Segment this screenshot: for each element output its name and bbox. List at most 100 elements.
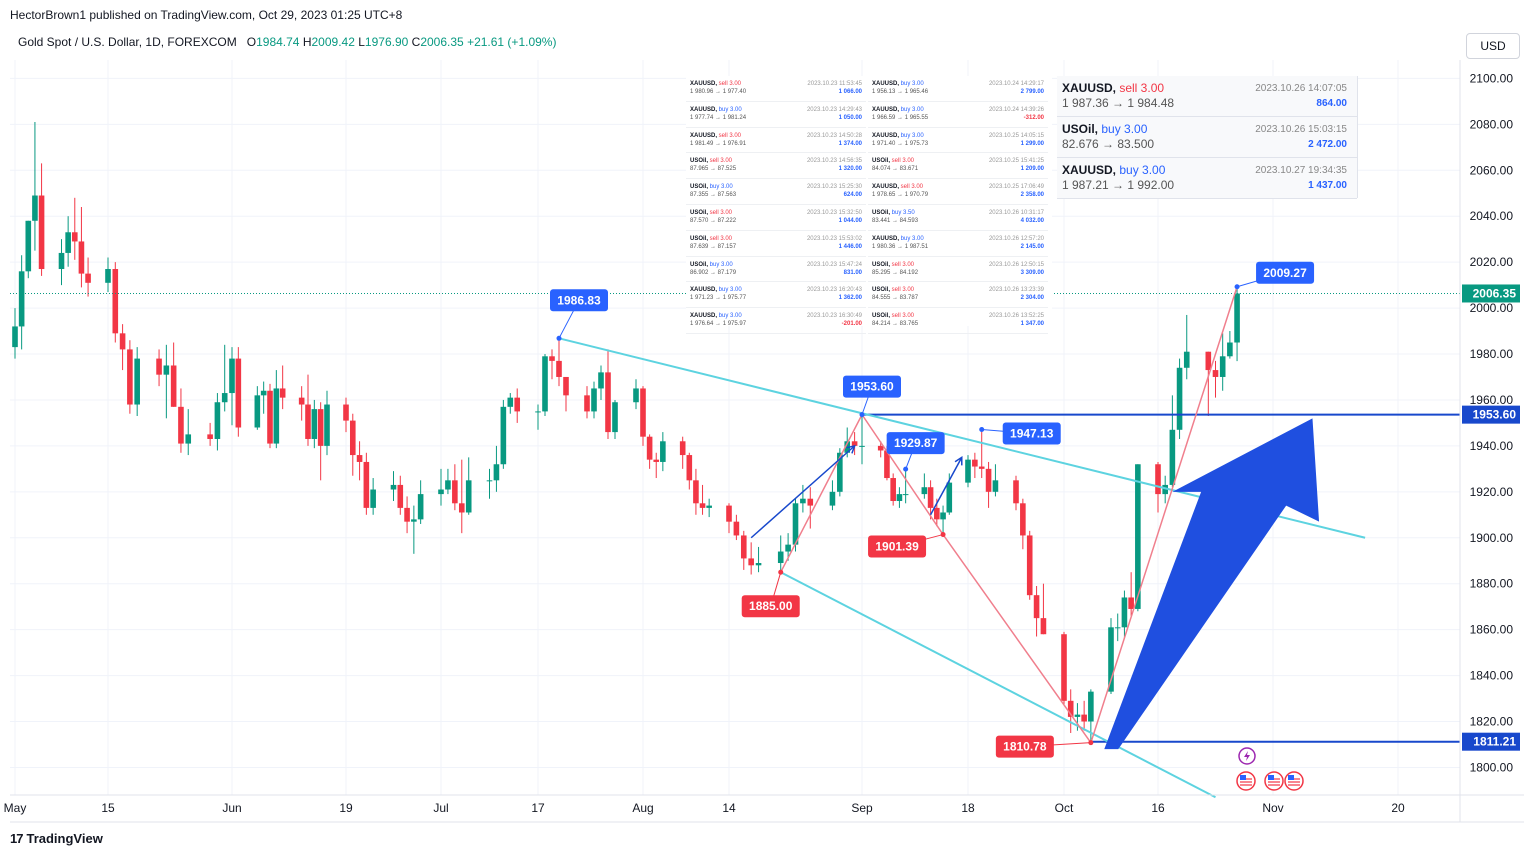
candle-body xyxy=(12,326,18,348)
us-flag-icon xyxy=(1284,771,1304,791)
trade-symbol: XAUUSD, sell 3.00 xyxy=(690,132,742,139)
trade-symbol: USOil, sell 3.00 xyxy=(690,235,733,242)
trade-time: 2023.10.23 14:29:43 xyxy=(806,106,862,113)
candle-body xyxy=(807,498,814,506)
candle-body xyxy=(254,395,261,428)
candle-body xyxy=(699,503,706,508)
candle-body xyxy=(311,409,318,439)
trade-price: 83.441 → 84.593 xyxy=(872,217,919,224)
trade-pl: 1 066.00 xyxy=(838,89,862,95)
trade-symbol: XAUUSD, sell 3.00 xyxy=(1062,81,1165,95)
candle-body xyxy=(1162,484,1168,495)
trade-row: XAUUSD, buy 3.00 1 971.40 → 1 975.73 2023.… xyxy=(868,128,1048,154)
trade-symbol: XAUUSD, buy 3.00 xyxy=(872,235,924,242)
pivot-labels: 2006.35 1953.60 1811.21 1986.83 1885.00 1953.… xyxy=(550,261,1520,758)
candle-body xyxy=(500,406,507,465)
candle-body xyxy=(733,521,740,536)
trade-symbol: USOil, sell 3.00 xyxy=(872,261,915,268)
trade-row: USOil, buy 3.00 87.355 → 87.563 2023.10.23… xyxy=(686,179,866,205)
candle-body xyxy=(260,390,267,396)
trade-time: 2023.10.25 17:06:49 xyxy=(988,184,1044,191)
trade-symbol: USOil, sell 3.00 xyxy=(690,209,733,216)
trade-history-panel-large: XAUUSD, sell 3.00 1 987.36 → 1 984.48 2023… xyxy=(1057,76,1358,199)
candle-body xyxy=(25,220,32,272)
candle-body xyxy=(1135,464,1141,609)
trade-side: sell 3.00 xyxy=(891,158,915,165)
symbol-name[interactable]: Gold Spot / U.S. Dollar, 1D, FOREXCOM xyxy=(18,35,237,49)
candle-body xyxy=(1061,634,1067,701)
trade-pl: 1 437.00 xyxy=(1308,180,1347,191)
candle-body xyxy=(112,269,119,334)
candle-body xyxy=(1183,351,1190,368)
trade-price: 1 966.59 → 1 965.55 xyxy=(872,114,929,121)
trade-price: 82.676 → 83.500 xyxy=(1062,137,1155,151)
trade-time: 2023.10.27 19:34:35 xyxy=(1255,165,1347,176)
trade-pl: 1 044.00 xyxy=(838,217,862,224)
candle-body xyxy=(1155,464,1161,495)
trade-row: USOil, sell 3.00 87.570 → 87.222 2023.10.2… xyxy=(686,205,866,231)
candle-body xyxy=(1081,714,1087,722)
candle-body xyxy=(902,494,909,496)
candle-body xyxy=(119,333,126,350)
trade-side: buy 3.00 xyxy=(900,235,924,242)
candle-body xyxy=(235,358,242,428)
trade-row: XAUUSD, sell 3.00 1 980.96 → 1 977.40 2023… xyxy=(686,76,866,102)
trade-row: USOil, buy 3.00 82.676 → 83.500 2023.10.26… xyxy=(1057,117,1357,158)
trade-row: USOil, sell 3.00 84.214 → 83.765 2023.10.2… xyxy=(868,308,1048,334)
trade-row: XAUUSD, buy 3.00 1 956.13 → 1 965.46 2023.… xyxy=(868,76,1048,102)
trade-row: USOil, sell 3.00 84.555 → 83.787 2023.10.2… xyxy=(868,282,1048,309)
trade-pl: 1 362.00 xyxy=(838,295,862,302)
candle-body xyxy=(170,365,177,407)
candle-body xyxy=(32,195,38,221)
candle-body xyxy=(640,388,646,437)
candle-body xyxy=(1067,700,1074,717)
currency-button[interactable]: USD xyxy=(1466,33,1520,59)
candle-body xyxy=(185,434,192,444)
trade-time: 2023.10.23 11:53:45 xyxy=(807,81,862,87)
candle-body xyxy=(934,507,940,520)
trade-time: 2023.10.25 15:41:25 xyxy=(988,158,1044,165)
trade-price: 1 977.74 → 1 981.24 xyxy=(690,114,747,121)
trade-symbol: USOil, buy 3.00 xyxy=(690,184,733,191)
trade-price: 1 971.40 → 1 975.73 xyxy=(872,140,929,147)
candle-body xyxy=(404,507,410,522)
price-tick-label: 1900.00 xyxy=(1470,531,1514,545)
trade-row: XAUUSD, buy 3.00 1 976.64 → 1 975.97 2023.… xyxy=(686,308,866,334)
candle-body xyxy=(71,232,78,242)
trade-price: 87.639 → 87.157 xyxy=(690,243,737,250)
trade-time: 2023.10.23 14:56:35 xyxy=(806,158,862,165)
pivot-dot xyxy=(1088,740,1094,746)
pivot-label-bg xyxy=(1256,261,1315,284)
price-tick-label: 2000.00 xyxy=(1470,301,1514,315)
trade-side: sell 3.00 xyxy=(718,132,742,139)
trade-pl: -312.00 xyxy=(1023,114,1044,121)
candle-body xyxy=(58,252,65,270)
candle-body xyxy=(1013,480,1019,504)
candle-body xyxy=(726,505,732,522)
candle-body xyxy=(370,489,376,508)
tradingview-logo[interactable]: 17 TradingView xyxy=(10,831,103,846)
publisher-line: HectorBrown1 published on TradingView.co… xyxy=(10,8,403,22)
level-tag: 1953.60 xyxy=(1473,408,1517,422)
trade-pl: 624.00 xyxy=(843,192,862,199)
candle-body xyxy=(445,480,451,490)
pivot-dot xyxy=(1234,284,1240,290)
trade-side: buy 3.00 xyxy=(900,81,924,87)
pivot-dot xyxy=(778,569,784,575)
trade-side: sell 3.00 xyxy=(709,235,733,242)
candle-body xyxy=(660,441,666,462)
trade-symbol: USOil, buy 3.50 xyxy=(872,209,915,216)
price-tick-label: 1980.00 xyxy=(1470,347,1514,361)
pivot-label-bg xyxy=(1002,422,1061,445)
trade-row: USOil, buy 3.00 86.902 → 87.179 2023.10.23… xyxy=(686,257,866,283)
candle-body xyxy=(390,484,397,490)
candle-body xyxy=(940,512,946,520)
candle-body xyxy=(1169,429,1176,485)
candle-body xyxy=(411,519,417,522)
price-tick-label: 1940.00 xyxy=(1470,439,1514,453)
level-tag-bg xyxy=(1462,732,1520,751)
candle-body xyxy=(542,356,548,412)
event-icons xyxy=(1236,747,1304,791)
trade-pl: 2 472.00 xyxy=(1308,139,1347,150)
candle-body xyxy=(214,402,221,439)
